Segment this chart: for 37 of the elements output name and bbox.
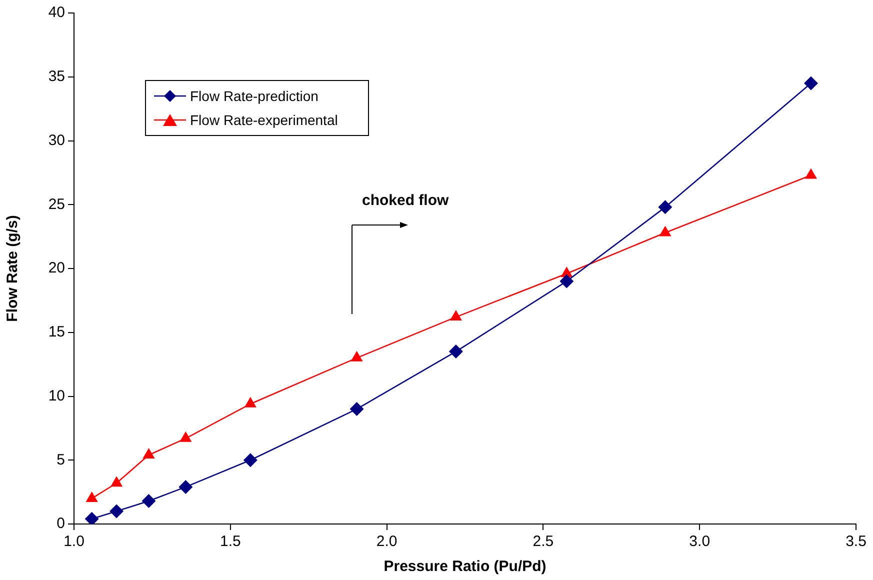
point: [142, 494, 156, 508]
x-tick-label: 2.0: [376, 533, 398, 550]
y-tick-label: 30: [48, 132, 65, 149]
x-tick-label: 1.5: [220, 533, 241, 550]
y-tick-label: 0: [56, 515, 65, 532]
point: [86, 491, 98, 502]
point: [804, 168, 818, 179]
point: [244, 396, 256, 408]
point: [178, 480, 193, 494]
x-axis-title: Pressure Ratio (Pu/Pd): [384, 558, 546, 576]
y-tick-label: 5: [56, 451, 65, 468]
x-tick-label: 1.0: [64, 533, 84, 550]
point: [350, 350, 363, 362]
y-axis-title: Flow Rate (g/s): [4, 215, 22, 322]
x-tick-label: 2.5: [532, 533, 554, 550]
y-tick-label: 15: [48, 324, 65, 341]
point: [448, 344, 463, 359]
point: [243, 453, 258, 468]
point: [110, 504, 124, 518]
x-tick-label: 3.5: [846, 533, 866, 550]
y-tick-label: 20: [48, 260, 65, 277]
annotation: choked flow: [362, 192, 450, 210]
y-tick-label: 10: [48, 387, 65, 404]
y-tick-label: 25: [48, 196, 65, 213]
legend-label: Flow Rate-experimental: [190, 112, 338, 128]
point: [180, 431, 192, 442]
point: [84, 512, 99, 524]
point: [110, 476, 123, 487]
y-tick-label: 35: [48, 68, 65, 86]
point: [560, 274, 574, 288]
point: [450, 310, 462, 321]
point: [350, 402, 364, 416]
legend-label: Flow Rate-prediction: [190, 88, 318, 104]
point: [659, 226, 672, 236]
y-tick-label: 40: [48, 4, 65, 22]
point: [142, 448, 155, 459]
x-tick-label: 3.0: [689, 533, 710, 550]
